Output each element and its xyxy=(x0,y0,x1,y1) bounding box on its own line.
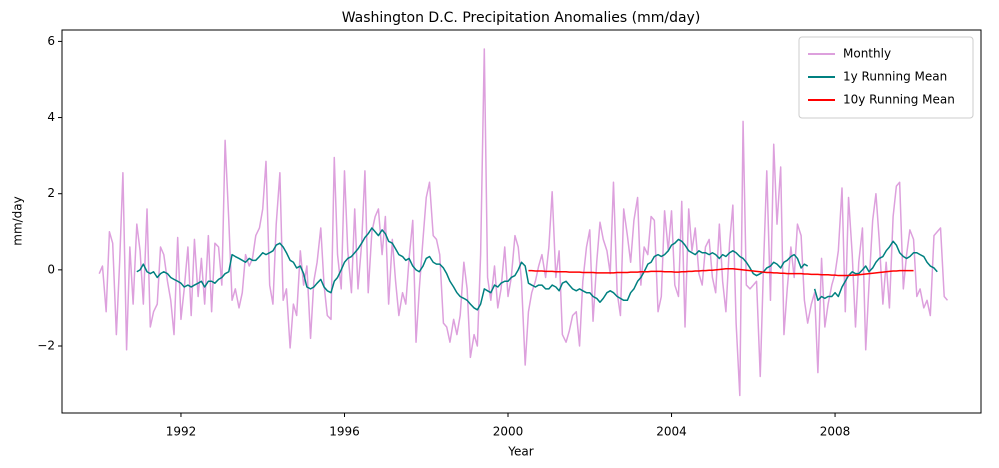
x-tick-label: 1992 xyxy=(166,425,197,439)
y-tick-label: −2 xyxy=(37,338,55,352)
y-axis-label: mm/day xyxy=(11,196,25,246)
plot-frame xyxy=(61,29,982,414)
legend-label: Monthly xyxy=(843,47,891,61)
x-tick-label: 2000 xyxy=(493,425,524,439)
y-tick-label: 0 xyxy=(47,262,55,276)
x-tick-label: 2004 xyxy=(656,425,687,439)
series-line xyxy=(136,227,938,311)
x-tick-label: 2008 xyxy=(820,425,851,439)
chart-title: Washington D.C. Precipitation Anomalies … xyxy=(342,10,701,26)
legend-box xyxy=(798,36,974,119)
y-tick-label: 6 xyxy=(47,34,55,48)
series-line xyxy=(98,48,949,397)
y-tick-label: 2 xyxy=(47,186,55,200)
x-tick-label: 1996 xyxy=(329,425,360,439)
series-line xyxy=(528,267,914,277)
x-axis-label: Year xyxy=(507,445,533,459)
legend-label: 10y Running Mean xyxy=(843,93,955,107)
legend-label: 1y Running Mean xyxy=(843,70,947,84)
y-tick-label: 4 xyxy=(47,110,55,124)
